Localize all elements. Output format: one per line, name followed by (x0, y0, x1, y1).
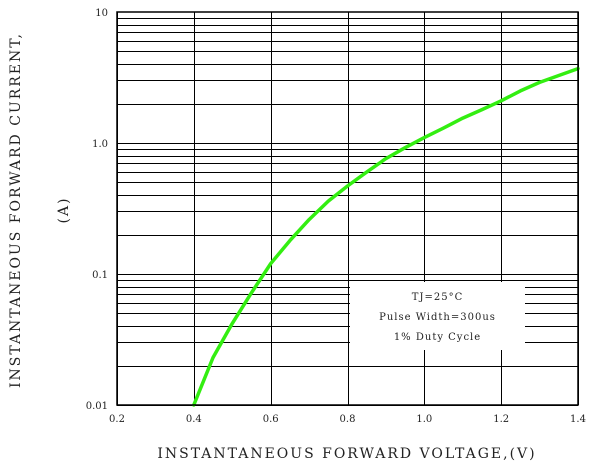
y-tick-label: 0.01 (86, 401, 108, 412)
y-tick-label: 0.1 (92, 270, 108, 281)
y-axis-title-unit: (A) (56, 196, 72, 223)
x-tick-label: 1.4 (570, 414, 586, 425)
y-axis-title: INSTANTANEOUS FORWARD CURRENT, (8, 32, 24, 388)
annotation-text: TJ=25°C Pulse Width=300us 1% Duty Cycle (379, 292, 496, 343)
x-axis-title: INSTANTANEOUS FORWARD VOLTAGE,(V) (157, 446, 536, 462)
plot-frame (116, 11, 579, 406)
x-tick-label: 0.6 (263, 414, 279, 425)
x-tick-label: 0.2 (109, 414, 125, 425)
annotation-duty-cycle: 1% Duty Cycle (394, 332, 481, 343)
annotation-temperature: TJ=25°C (412, 292, 463, 303)
x-tick-label: 1.2 (493, 414, 509, 425)
tick-labels: 0.2 0.4 0.6 0.8 1.0 1.2 1.4 0.01 0.1 1.0 10 (86, 8, 586, 425)
y-tick-label: 10 (95, 8, 108, 19)
x-tick-label: 0.8 (340, 414, 356, 425)
x-tick-label: 0.4 (186, 414, 202, 425)
annotation-pulse-width: Pulse Width=300us (379, 312, 496, 323)
y-tick-label: 1.0 (92, 139, 108, 150)
annotation-box (350, 282, 525, 350)
curve-layer (192, 66, 580, 407)
series-line-0 (192, 66, 580, 407)
x-tick-label: 1.0 (416, 414, 432, 425)
